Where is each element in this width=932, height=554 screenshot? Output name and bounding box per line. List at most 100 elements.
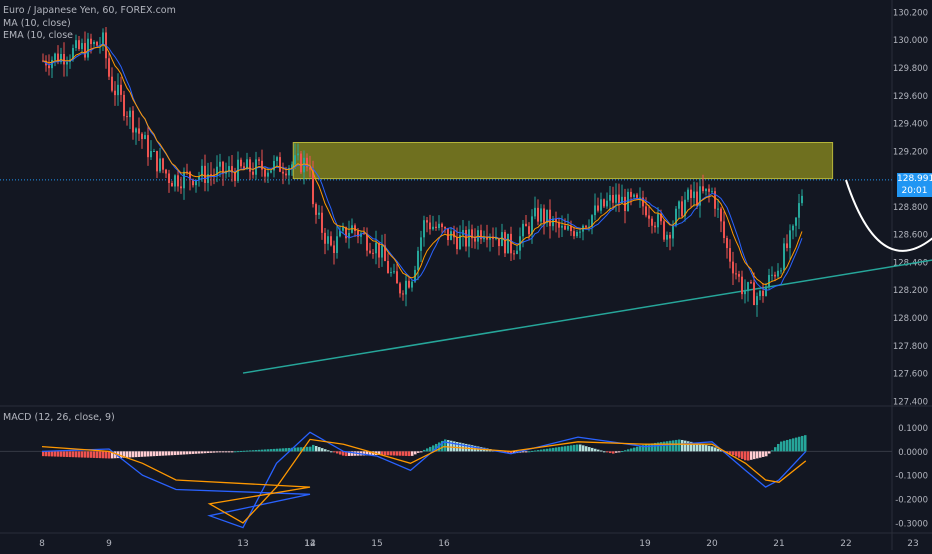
macd-histogram-bar <box>390 451 393 456</box>
candle-body <box>558 222 560 228</box>
macd-histogram-bar <box>660 442 663 452</box>
macd-histogram-bar <box>303 447 306 452</box>
candle-body <box>354 225 356 232</box>
macd-histogram-bar <box>216 451 219 453</box>
candle-body <box>330 236 332 246</box>
candle-body <box>54 53 56 60</box>
candle-body <box>768 275 770 287</box>
macd-histogram-bar <box>426 448 429 452</box>
candle-body <box>432 226 434 230</box>
candle-body <box>498 237 500 247</box>
candle-body <box>729 248 731 262</box>
candle-body <box>444 227 446 229</box>
candle-body <box>717 208 719 210</box>
macd-histogram-bar <box>399 451 402 456</box>
macd-histogram-bar <box>183 451 186 455</box>
macd-histogram-bar <box>81 451 84 458</box>
macd-histogram-bar <box>717 448 720 452</box>
candle-body <box>696 191 698 206</box>
macd-histogram-bar <box>45 451 48 457</box>
macd-histogram-bar <box>348 451 351 456</box>
candle-body <box>144 135 146 139</box>
macd-histogram-bar <box>735 451 738 457</box>
candle-body <box>93 41 95 45</box>
candle-body <box>222 161 224 174</box>
y-tick-label: 127.800 <box>893 342 928 352</box>
candle-body <box>771 274 773 276</box>
macd-histogram-bar <box>78 451 81 458</box>
candle-body <box>399 283 401 294</box>
candle-body <box>756 296 758 305</box>
candle-body <box>654 225 656 228</box>
macd-histogram-bar <box>153 451 156 457</box>
macd-histogram-bar <box>582 445 585 452</box>
candle-body <box>255 159 257 175</box>
candle-body <box>135 128 137 133</box>
macd-histogram-bar <box>411 451 414 456</box>
candle-body <box>690 189 692 198</box>
x-tick-label: 13 <box>237 539 248 549</box>
ema-line <box>42 43 803 286</box>
x-tick-label: 14 <box>304 539 316 549</box>
candle-body <box>102 32 104 46</box>
macd-histogram-bar <box>627 449 630 452</box>
y-tick-label: 127.400 <box>893 397 928 407</box>
candle-body <box>153 150 155 152</box>
macd-histogram-bar <box>564 446 567 452</box>
macd-histogram-bar <box>804 435 807 452</box>
macd-histogram-bar <box>780 441 783 452</box>
candle-body <box>459 234 461 250</box>
candle-body <box>156 150 158 172</box>
macd-histogram-bar <box>618 451 621 453</box>
candle-body <box>168 173 170 183</box>
macd-histogram-bar <box>213 451 216 453</box>
candle-body <box>570 226 572 232</box>
macd-histogram-bar <box>258 449 261 452</box>
candle-body <box>90 38 92 45</box>
macd-histogram-bar <box>321 448 324 452</box>
candle-body <box>111 76 113 91</box>
candle-body <box>333 245 335 254</box>
macd-histogram-bar <box>708 445 711 452</box>
candle-body <box>201 165 203 177</box>
macd-histogram-bar <box>624 450 627 452</box>
candle-body <box>486 237 488 240</box>
candle-body <box>549 209 551 227</box>
macd-histogram-bar <box>657 442 660 452</box>
candle-body <box>573 231 575 237</box>
candle-body <box>600 199 602 211</box>
macd-histogram-bar <box>543 449 546 452</box>
macd-histogram-bar <box>558 447 561 452</box>
macd-histogram-bar <box>687 441 690 452</box>
x-tick-label: 16 <box>438 539 450 549</box>
candle-body <box>129 110 131 118</box>
macd-histogram-bar <box>96 451 99 459</box>
candle-body <box>276 157 278 161</box>
candle-body <box>72 48 74 60</box>
macd-histogram-bar <box>75 451 78 458</box>
candle-body <box>258 159 260 161</box>
macd-histogram-bar <box>345 451 348 457</box>
macd-histogram-bar <box>567 445 570 452</box>
macd-histogram-bar <box>648 443 651 452</box>
candle-body <box>588 226 590 228</box>
macd-histogram-bar <box>525 451 528 453</box>
candle-body <box>321 212 323 233</box>
candle-body <box>288 167 290 176</box>
candle-body <box>159 158 161 172</box>
macd-histogram-bar <box>162 451 165 456</box>
macd-histogram-bar <box>294 447 297 452</box>
candle-body <box>462 230 464 235</box>
candle-body <box>63 53 65 65</box>
macd-histogram-bar <box>633 447 636 452</box>
y-tick-label: 130.000 <box>893 36 928 46</box>
macd-histogram-bar <box>711 446 714 452</box>
candle-body <box>117 84 119 96</box>
macd-histogram-bar <box>669 440 672 452</box>
candle-body <box>126 116 128 118</box>
candle-body <box>150 151 152 158</box>
macd-histogram-bar <box>42 451 45 457</box>
candle-body <box>162 158 164 170</box>
macd-histogram-bar <box>606 451 609 453</box>
candle-body <box>84 43 86 58</box>
